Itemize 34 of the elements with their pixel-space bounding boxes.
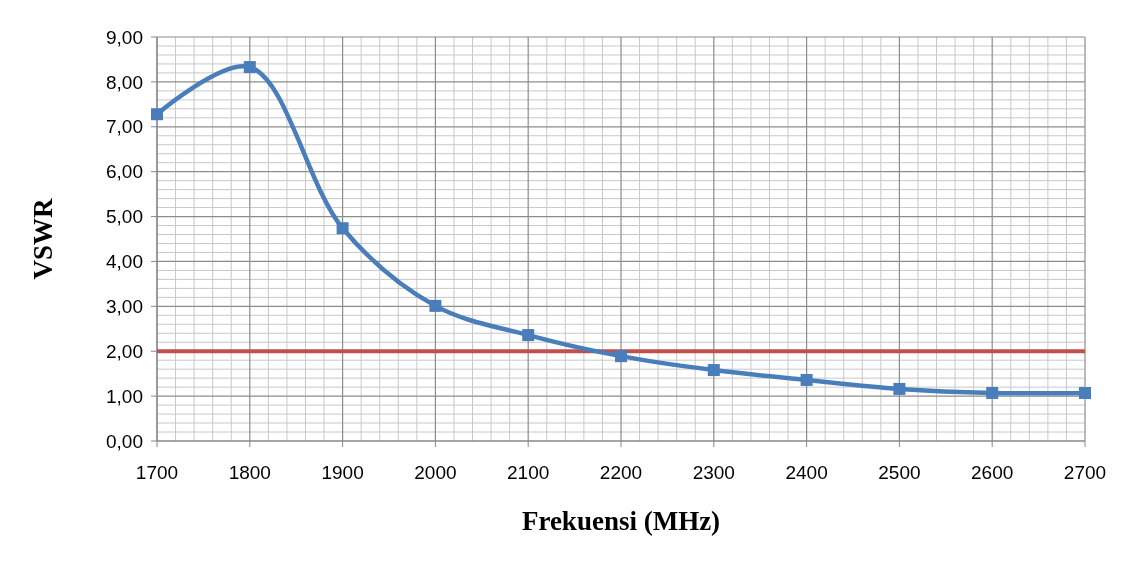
point xyxy=(522,329,535,342)
y-tick-label: 8,00 xyxy=(106,71,143,93)
point xyxy=(336,222,349,235)
point xyxy=(615,350,627,363)
y-tick-label: 5,00 xyxy=(106,206,143,228)
x-tick-label: 1700 xyxy=(135,462,179,483)
x-tick-label: 2100 xyxy=(507,462,550,483)
x-tick-label: 1900 xyxy=(321,462,364,483)
y-tick-label: 9,00 xyxy=(106,26,143,48)
x-tick-label: 2600 xyxy=(971,462,1014,483)
y-tick-label: 2,00 xyxy=(106,340,143,362)
point xyxy=(243,61,256,74)
x-tick-label: 2500 xyxy=(878,462,921,483)
x-tick-label: 2200 xyxy=(599,462,643,483)
x-tick-label: 1800 xyxy=(228,462,271,483)
y-tick-label: 7,00 xyxy=(106,116,143,138)
x-axis-title: Frekuensi (MHz) xyxy=(521,506,721,536)
y-tick-label: 4,00 xyxy=(106,251,143,273)
y-tick-label: 3,00 xyxy=(106,295,143,317)
point xyxy=(800,373,813,386)
x-tick-label: 2000 xyxy=(414,462,457,483)
point xyxy=(986,386,999,399)
point xyxy=(707,364,720,377)
point xyxy=(429,299,442,312)
y-tick-label: 6,00 xyxy=(106,161,143,183)
point xyxy=(151,108,163,121)
x-tick-label: 2400 xyxy=(785,462,828,483)
y-tick-label: 0,00 xyxy=(106,430,143,452)
x-tick-label: 2700 xyxy=(1063,462,1107,483)
x-tick-label: 2300 xyxy=(692,462,735,483)
y-tick-label: 1,00 xyxy=(106,385,143,407)
y-axis-title: VSWR xyxy=(28,197,58,280)
point xyxy=(893,382,906,395)
point xyxy=(1079,386,1091,399)
